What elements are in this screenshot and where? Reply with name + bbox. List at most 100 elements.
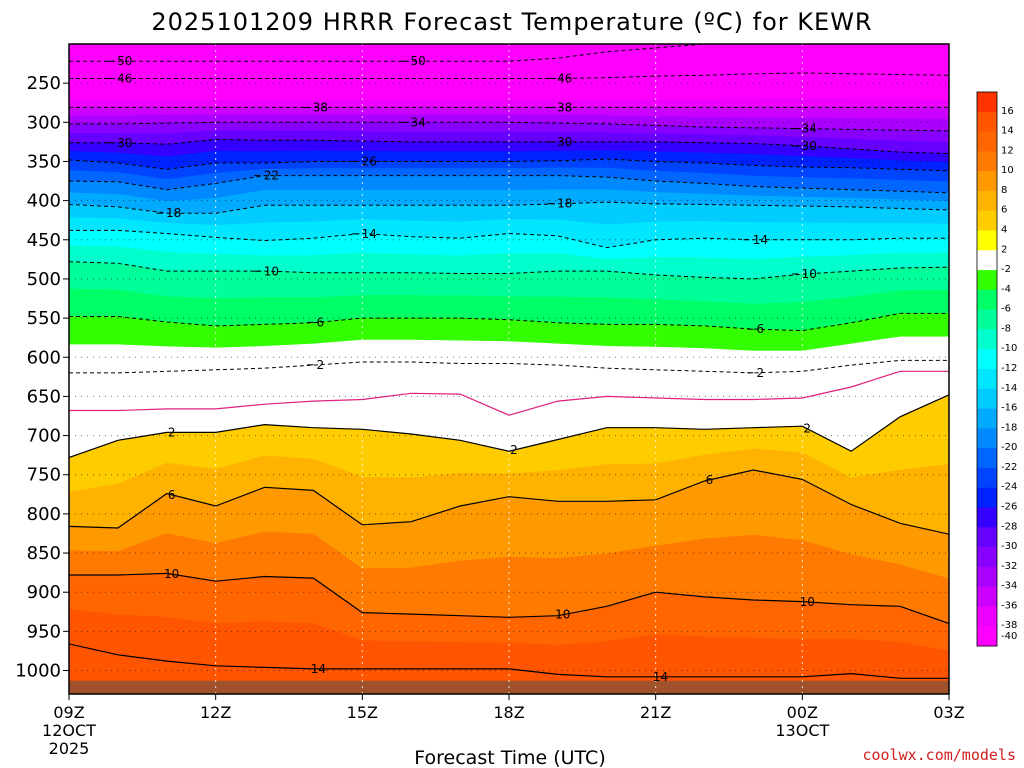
grid-lines (69, 44, 949, 694)
contour-label: 6 (757, 322, 765, 336)
isotherm--6 (69, 312, 949, 332)
x-tick-label: 12Z (200, 703, 231, 722)
colorbar-label: -6 (1001, 304, 1011, 315)
chart-title: 2025101209 HRRR Forecast Temperature (ºC… (151, 8, 872, 36)
isotherm-0 (69, 370, 949, 416)
contour-label: 38 (557, 100, 572, 114)
x-tick-label: 21Z (640, 703, 671, 722)
colorbar-label: -8 (1001, 323, 1011, 334)
isotherm-contours (69, 44, 949, 679)
colorbar-swatch (977, 171, 997, 192)
isotherm-14 (69, 643, 949, 679)
x-axis-label: Forecast Time (UTC) (414, 747, 605, 768)
y-tick-label: 250 (27, 73, 61, 94)
contour-label: 2 (168, 425, 176, 439)
contour-label: 38 (313, 100, 328, 114)
colorbar-swatch (977, 131, 997, 152)
colorbar-swatch (977, 111, 997, 132)
colorbar-swatch (977, 250, 997, 271)
y-tick-label: 350 (27, 151, 61, 172)
colorbar-label: -18 (1001, 422, 1017, 433)
contour-label: 10 (802, 267, 817, 281)
colorbar-label: -32 (1001, 561, 1017, 572)
isotherm--10 (69, 261, 949, 280)
isotherm--18 (69, 201, 949, 214)
colorbar-label: -4 (1001, 284, 1011, 295)
y-tick-label: 950 (27, 621, 61, 642)
isotherm--14 (69, 229, 949, 249)
colorbar-swatch (977, 388, 997, 409)
contour-label: 2 (317, 358, 325, 372)
colorbar-label: -24 (1001, 482, 1017, 493)
contour-label: 6 (168, 488, 176, 502)
colorbar-label: -40 (1001, 631, 1017, 642)
contour-label: 6 (706, 473, 714, 487)
contour-label: 34 (802, 122, 817, 136)
contour-label: 10 (264, 264, 279, 278)
colorbar-swatch (977, 190, 997, 212)
contour-label: 14 (653, 670, 668, 684)
x-tick-sublabel: 12OCT (42, 721, 96, 740)
x-tick-label: 18Z (493, 703, 524, 722)
colorbar-label: 4 (1001, 225, 1007, 236)
y-tick-label: 500 (27, 269, 61, 290)
colorbar-swatch (977, 428, 997, 449)
contour-label: 26 (362, 154, 377, 168)
contour-label: 46 (117, 71, 132, 85)
colorbar-swatch (977, 507, 997, 528)
colorbar-swatch (977, 527, 997, 548)
colorbar-label: 8 (1001, 185, 1007, 196)
contour-label: 18 (166, 206, 181, 220)
colorbar-label: -34 (1001, 581, 1017, 592)
colorbar: 16 14 12 10 8 6 4 2 -2 -4 -6 -8 -10 -12 -14 -16 -18 -20 -2… (976, 91, 1017, 647)
colorbar-label: -26 (1001, 502, 1017, 513)
contour-label: 14 (362, 227, 377, 241)
y-tick-label: 850 (27, 543, 61, 564)
x-tick-label: 00Z (787, 703, 818, 722)
colorbar-frame (976, 91, 998, 647)
y-tick-label: 900 (27, 582, 61, 603)
colorbar-label: 2 (1001, 244, 1007, 255)
x-tick-label: 15Z (347, 703, 378, 722)
colorbar-swatch (977, 586, 997, 607)
colorbar-swatch (977, 210, 997, 231)
colorbar-label: 14 (1001, 126, 1014, 137)
colorbar-label: -10 (1001, 343, 1017, 354)
y-tick-label: 300 (27, 112, 61, 133)
colorbar-label: 10 (1001, 165, 1014, 176)
contour-label: 50 (117, 54, 132, 68)
credit-text: coolwx.com/models (862, 746, 1016, 764)
colorbar-label: -20 (1001, 442, 1017, 453)
contour-label: 14 (753, 233, 768, 247)
colorbar-swatch (977, 270, 997, 291)
temp-band-coldest (69, 44, 949, 62)
colorbar-swatch (977, 566, 997, 587)
colorbar-swatch (977, 289, 997, 310)
y-tick-label: 400 (27, 191, 61, 212)
contour-label: 22 (264, 169, 279, 183)
contour-label: 30 (117, 136, 132, 150)
x-tick-sublabel: 13OCT (775, 721, 829, 740)
contour-label: 10 (164, 567, 179, 581)
isotherm--26 (69, 158, 949, 172)
colorbar-swatch (977, 329, 997, 350)
contour-label: 10 (555, 608, 570, 622)
y-tick-label: 800 (27, 504, 61, 525)
contour-label: 46 (557, 71, 572, 85)
contour-label: 30 (802, 139, 817, 153)
colorbar-swatch (977, 369, 997, 390)
colorbar-swatch (977, 448, 997, 469)
colorbar-swatch (977, 92, 997, 113)
colorbar-label: -22 (1001, 462, 1017, 473)
y-tick-label: 450 (27, 230, 61, 251)
colorbar-swatch (977, 547, 997, 568)
isotherm-2 (69, 394, 949, 459)
x-tick-label: 09Z (53, 703, 84, 722)
contour-label: 2 (803, 422, 811, 436)
contour-label: 2 (510, 443, 518, 457)
colorbar-swatch (977, 230, 997, 251)
colorbar-label: 12 (1001, 145, 1014, 156)
x-tick-sublabel: 2025 (49, 739, 90, 758)
